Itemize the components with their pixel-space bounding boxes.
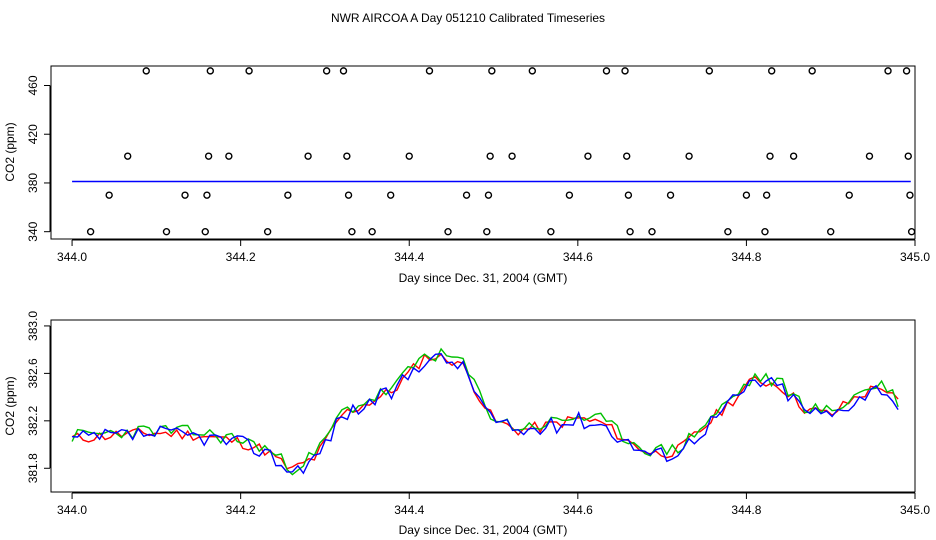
scatter-point (906, 191, 914, 199)
scatter-point (484, 191, 493, 199)
x-tick-label: 344.0 (57, 250, 87, 264)
scatter-point (768, 67, 776, 75)
scatter-point (907, 227, 916, 236)
scatter-point (86, 227, 95, 236)
plot-frame-1 (50, 65, 916, 240)
scatter-point (206, 67, 215, 75)
x-tick-label: 344.6 (563, 503, 593, 517)
scatter-point (762, 191, 771, 199)
scatter-point (508, 152, 516, 160)
x-axis-label-2: Day since Dec. 31, 2004 (GMT) (399, 523, 568, 537)
x-tick-label: 344.4 (394, 250, 424, 264)
scatter-point (142, 67, 150, 75)
scatter-point (203, 191, 211, 199)
scatter-point (204, 152, 213, 160)
scatter-point (884, 67, 892, 75)
y-tick-label: 382.2 (26, 405, 40, 435)
x-tick-label: 344.8 (731, 250, 761, 264)
x-tick-label: 344.8 (731, 503, 761, 517)
scatter-point (263, 227, 272, 236)
scatter-point (904, 152, 912, 160)
scatter-point (225, 152, 233, 160)
y-tick-label: 420 (26, 124, 40, 144)
scatter-point (304, 152, 312, 160)
scatter-point (902, 67, 911, 75)
scatter-point (584, 152, 592, 160)
chart-title: NWR AIRCOA A Day 051210 Calibrated Times… (331, 11, 605, 25)
x-tick-label: 345.0 (900, 250, 930, 264)
scatter-point (565, 191, 574, 199)
scatter-point (124, 152, 132, 160)
y-axis-2: 381.8 382.2 382.6 383.0 (26, 311, 51, 483)
x-tick-label: 344.2 (226, 503, 256, 517)
x-axis-2: 344.0 344.2 344.4 344.6 344.8 345.0 (57, 492, 930, 517)
scatter-point (343, 152, 351, 160)
scatter-point (761, 227, 769, 236)
line-panel: 344.0 344.2 344.4 344.6 344.8 345.0 381.8 382.… (3, 311, 930, 537)
y-axis-label-2: CO2 (ppm) (3, 376, 17, 435)
scatter-point (483, 227, 491, 236)
scatter-point (386, 191, 395, 199)
scatter-point (547, 227, 555, 236)
scatter-point (648, 227, 656, 236)
scatter-point (339, 67, 348, 75)
scatter-point (865, 152, 874, 160)
scatter-point (486, 152, 494, 160)
scatter-point (827, 227, 835, 236)
scatter-point (181, 191, 189, 199)
scatter-point (462, 191, 471, 199)
y-tick-label: 460 (26, 75, 40, 95)
scatter-point (705, 67, 714, 75)
scatter-point (405, 152, 413, 160)
line-series-1 (71, 353, 899, 470)
x-axis-1: 344.0 344.2 344.4 344.6 344.8 345.0 (57, 239, 930, 264)
scatter-point (245, 67, 253, 75)
scatter-point (368, 227, 376, 236)
scatter-point (344, 191, 353, 199)
x-tick-label: 344.4 (394, 503, 424, 517)
y-tick-label: 340 (26, 221, 40, 241)
scatter-point (845, 191, 853, 199)
y-axis-1: 340 380 420 460 (26, 75, 51, 242)
x-axis-label-1: Day since Dec. 31, 2004 (GMT) (399, 271, 568, 285)
scatter-point (666, 191, 675, 199)
scatter-point (162, 227, 171, 236)
scatter-point (724, 227, 732, 236)
scatter-point (425, 67, 434, 75)
scatter-point (789, 152, 798, 160)
scatter-point (742, 191, 751, 199)
x-tick-label: 344.2 (226, 250, 256, 264)
y-tick-label: 381.8 (26, 453, 40, 483)
scatter-point (626, 227, 634, 236)
x-tick-label: 344.0 (57, 503, 87, 517)
y-tick-label: 383.0 (26, 311, 40, 341)
scatter-point (444, 227, 452, 236)
scatter-point (602, 67, 611, 75)
scatter-point (348, 227, 356, 236)
scatter-data (72, 67, 916, 236)
scatter-point (624, 191, 633, 199)
scatter-point (284, 191, 292, 199)
scatter-point (808, 67, 816, 75)
x-tick-label: 344.6 (563, 250, 593, 264)
scatter-point (766, 152, 774, 160)
scatter-panel: 344.0 344.2 344.4 344.6 344.8 345.0 340 380 420… (3, 65, 930, 285)
y-tick-label: 380 (26, 173, 40, 193)
plot-frame-2 (50, 319, 916, 493)
scatter-point (105, 191, 113, 199)
scatter-point (621, 67, 629, 75)
scatter-point (201, 227, 209, 236)
y-axis-label-1: CO2 (ppm) (3, 122, 17, 181)
scatter-point (528, 67, 537, 75)
scatter-point (488, 67, 496, 75)
scatter-point (623, 152, 631, 160)
line-series-2 (71, 347, 899, 476)
scatter-point (322, 67, 331, 75)
x-tick-label: 345.0 (900, 503, 930, 517)
scatter-point (685, 152, 693, 160)
y-tick-label: 382.6 (26, 358, 40, 388)
line-series-3 (72, 352, 899, 475)
line-data (71, 347, 899, 476)
